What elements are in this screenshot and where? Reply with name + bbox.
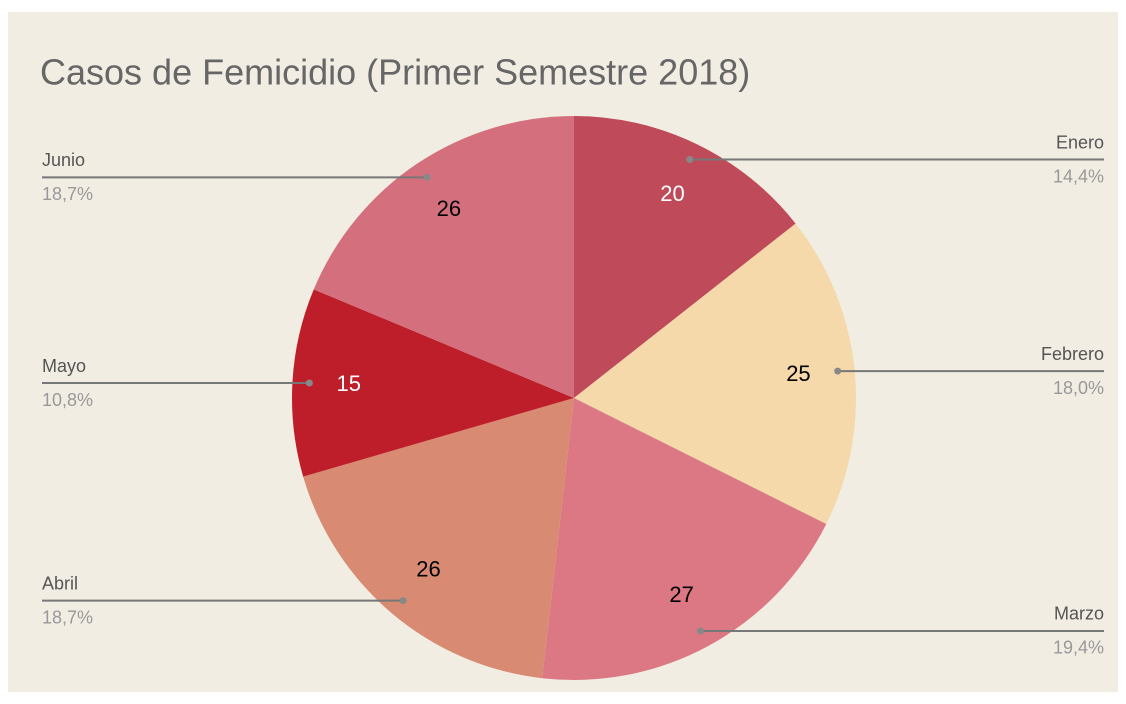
value-label: 26 bbox=[416, 556, 440, 581]
percent-label: 19,4% bbox=[1053, 638, 1104, 658]
legend-label: Enero bbox=[1056, 132, 1104, 152]
legend-label: Abril bbox=[42, 573, 78, 593]
leader-dot bbox=[686, 156, 694, 164]
pie-slice bbox=[574, 223, 856, 525]
chart-title: Casos de Femicidio (Primer Semestre 2018… bbox=[40, 52, 750, 93]
legend-label: Febrero bbox=[1041, 344, 1104, 364]
pie-slice bbox=[292, 289, 574, 477]
value-label: 15 bbox=[337, 371, 361, 396]
pie-slice bbox=[313, 116, 574, 398]
leader-dot bbox=[423, 173, 431, 181]
legend-label: Junio bbox=[42, 150, 85, 170]
leader-dot bbox=[399, 597, 407, 605]
leader-dot bbox=[305, 379, 313, 387]
leader-dot bbox=[834, 367, 842, 375]
legend-label: Mayo bbox=[42, 356, 86, 376]
leader-dot bbox=[696, 627, 704, 635]
pie-slice bbox=[303, 398, 574, 679]
pie-slice bbox=[574, 116, 796, 398]
percent-label: 18,7% bbox=[42, 184, 93, 204]
percent-label: 18,0% bbox=[1053, 378, 1104, 398]
percent-label: 10,8% bbox=[42, 390, 93, 410]
value-label: 27 bbox=[669, 582, 693, 607]
value-label: 26 bbox=[437, 196, 461, 221]
value-label: 20 bbox=[660, 181, 684, 206]
percent-label: 14,4% bbox=[1053, 166, 1104, 186]
percent-label: 18,7% bbox=[42, 607, 93, 627]
legend-label: Marzo bbox=[1054, 604, 1104, 624]
value-label: 25 bbox=[786, 361, 810, 386]
pie-slice bbox=[542, 398, 827, 681]
